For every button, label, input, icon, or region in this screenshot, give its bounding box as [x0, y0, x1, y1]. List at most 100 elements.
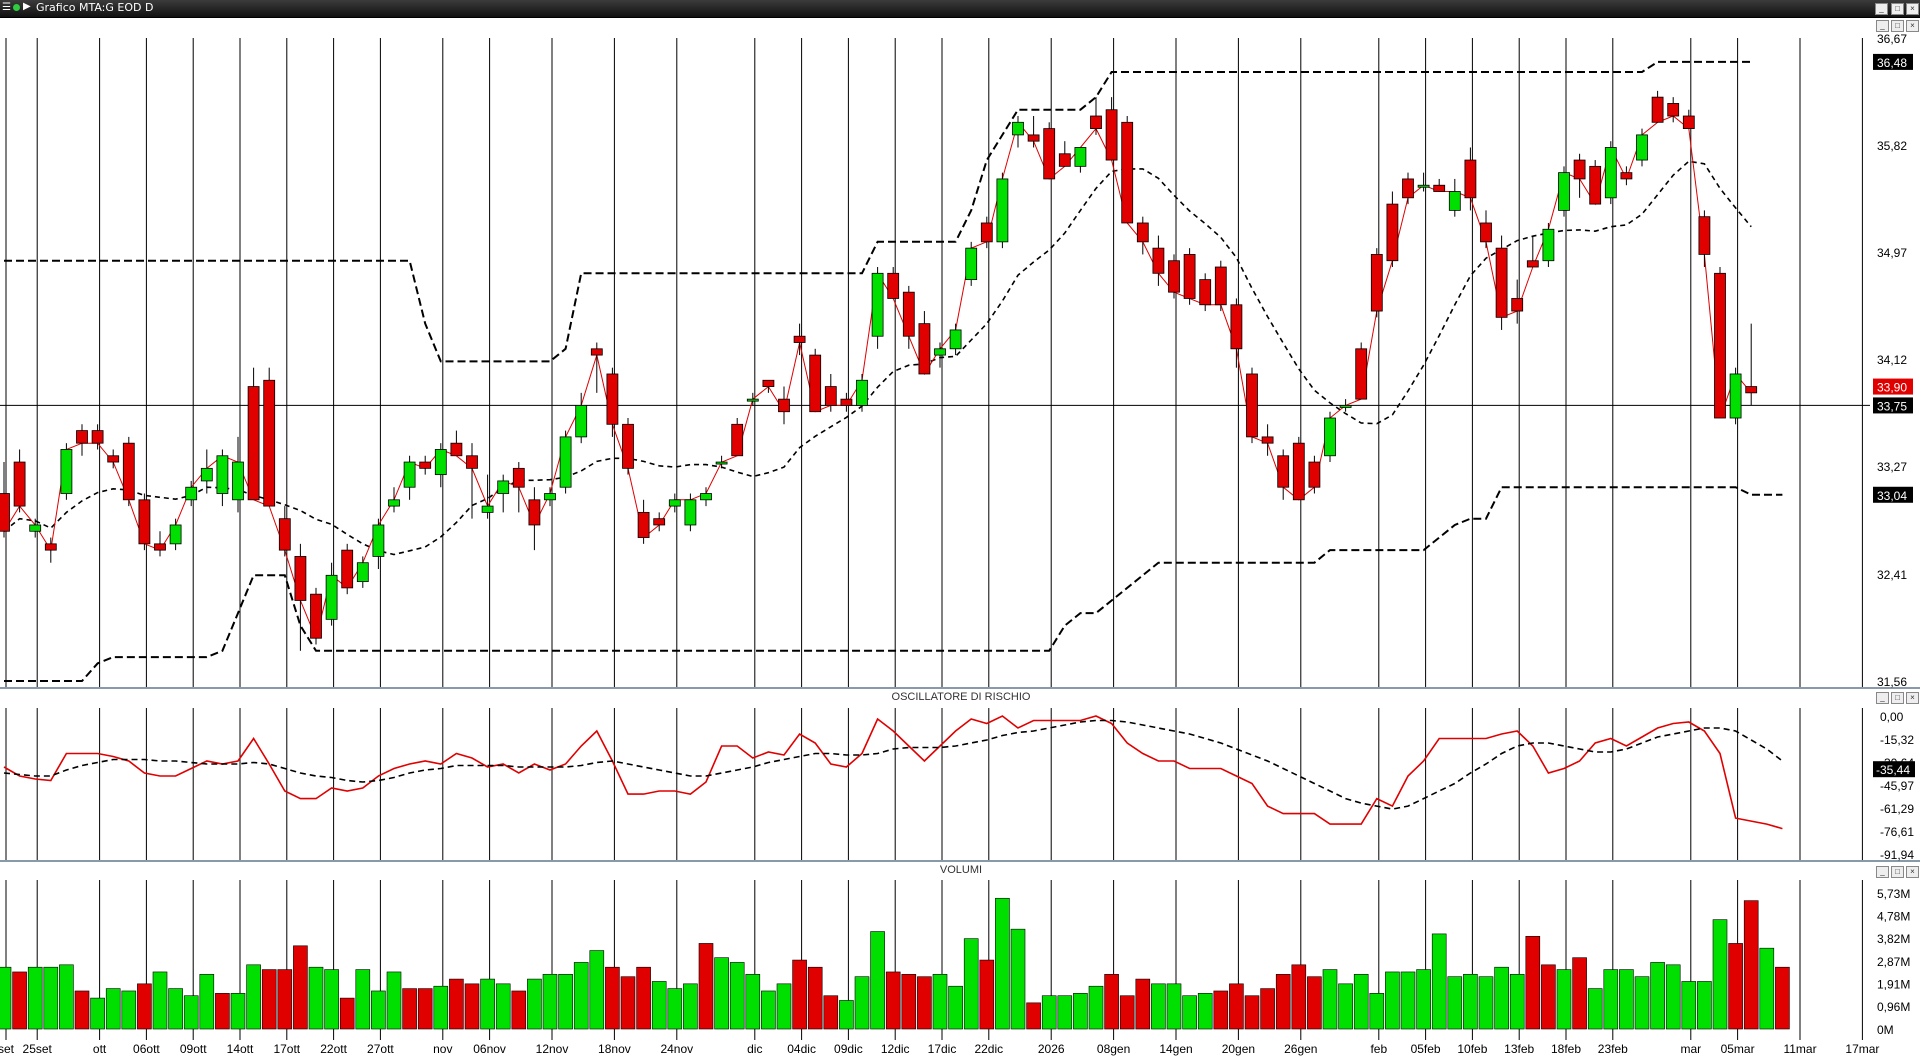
volume-bar — [558, 974, 573, 1030]
volume-tick-label: 0M — [1877, 1023, 1894, 1037]
x-tick-label: 23feb — [1598, 1042, 1628, 1056]
candle-body — [1308, 461, 1321, 488]
volume-bar — [932, 974, 948, 1030]
vol-minimize-button[interactable]: _ — [1876, 866, 1889, 878]
play-icon[interactable]: ▶ — [23, 1, 31, 12]
x-tick-label: 2026 — [1038, 1042, 1065, 1056]
volume-bar — [729, 962, 745, 1030]
candle-body — [450, 442, 463, 457]
volume-bar — [199, 974, 215, 1030]
volume-bar — [995, 897, 1010, 1030]
price-label: 33,90 — [1877, 381, 1907, 395]
candle-body — [1714, 272, 1726, 419]
volume-bar — [1041, 995, 1057, 1030]
osc-minimize-button[interactable]: _ — [1876, 692, 1889, 704]
minimize-button[interactable]: _ — [1875, 3, 1888, 15]
candle-body — [403, 461, 416, 488]
candle-body — [1012, 121, 1024, 136]
volume-bar — [480, 978, 495, 1030]
volume-tick-label: 5,73M — [1877, 887, 1910, 901]
candle-body — [325, 574, 338, 620]
volume-bar — [1634, 976, 1650, 1030]
candle-body — [1464, 159, 1477, 199]
price-label-box — [1873, 397, 1913, 414]
candle-body — [294, 556, 307, 601]
candle-body — [778, 398, 790, 413]
volume-tick-label: 1,91M — [1877, 978, 1910, 992]
volume-bar — [495, 983, 511, 1030]
price-label: 33,04 — [1877, 489, 1907, 503]
vol-maximize-button[interactable]: □ — [1891, 866, 1904, 878]
volume-bar — [1166, 983, 1182, 1030]
candle-body — [824, 386, 837, 406]
price-close-button[interactable]: × — [1906, 20, 1919, 32]
candle-body — [1058, 153, 1071, 167]
oscillator-line — [3, 715, 1783, 830]
volume-bar — [1369, 993, 1385, 1030]
osc-maximize-button[interactable]: □ — [1891, 692, 1904, 704]
volume-bar — [293, 945, 308, 1030]
maximize-button[interactable]: □ — [1891, 3, 1904, 15]
osc-tick-label: -76,61 — [1880, 825, 1914, 839]
candle-body — [247, 386, 260, 501]
volume-bar — [1057, 995, 1073, 1030]
volume-bar — [745, 974, 761, 1030]
candle-body — [1292, 442, 1305, 501]
candle-body — [91, 430, 104, 444]
candle-body — [1573, 159, 1586, 180]
candle-body — [1682, 115, 1695, 129]
candle-body — [1604, 147, 1617, 199]
volume-bar — [1026, 1002, 1041, 1030]
volume-bar — [683, 983, 698, 1030]
candle-body — [606, 373, 619, 425]
volume-title: VOLUMI — [939, 864, 983, 876]
menu-icon[interactable]: ☰ — [2, 2, 11, 13]
osc-tick-label: -15,32 — [1880, 733, 1914, 747]
candle-body — [372, 524, 385, 557]
volume-bar — [589, 950, 605, 1030]
candle-body — [1027, 134, 1040, 142]
x-tick-label: 22dic — [974, 1042, 1003, 1056]
volume-bar — [0, 966, 12, 1030]
window-title: Grafico MTA:G EOD D — [36, 1, 154, 14]
volume-bar — [74, 990, 90, 1030]
candle-body — [232, 461, 244, 501]
candle-body — [434, 449, 447, 476]
volume-bar — [620, 976, 636, 1030]
candle-body — [76, 430, 88, 444]
close-button[interactable]: × — [1906, 3, 1919, 15]
x-tick-label: 14ott — [227, 1042, 254, 1056]
candle-body — [871, 272, 884, 337]
price-label-box — [1873, 53, 1913, 70]
volume-tick-label: 0,96M — [1877, 1000, 1910, 1014]
volume-bar — [43, 966, 59, 1030]
volume-bar — [168, 988, 183, 1030]
x-tick-label: 05mar — [1721, 1042, 1755, 1056]
volume-bar — [152, 971, 168, 1030]
osc-tick-label: -45,97 — [1880, 779, 1914, 793]
x-tick-label: 09ott — [180, 1042, 207, 1056]
candle-body — [138, 499, 151, 545]
volume-bar — [449, 978, 464, 1030]
candle-body — [512, 467, 525, 488]
vol-close-button[interactable]: × — [1906, 866, 1919, 878]
price-maximize-button[interactable]: □ — [1891, 20, 1904, 32]
price-label: 33,75 — [1877, 399, 1907, 413]
volume-bar — [59, 964, 74, 1030]
candle-body — [200, 467, 213, 482]
candle-body — [466, 455, 478, 469]
candle-body — [0, 493, 10, 532]
osc-close-button[interactable]: × — [1906, 692, 1919, 704]
volume-bar — [1400, 971, 1416, 1030]
volume-bar — [1416, 969, 1431, 1030]
osc-current-box — [1873, 761, 1915, 778]
volume-bar — [1463, 974, 1478, 1030]
volume-bar — [1587, 988, 1603, 1030]
volume-bar — [636, 966, 651, 1030]
candle-body — [1043, 128, 1056, 180]
x-tick-label: 22ott — [320, 1042, 347, 1056]
candle-body — [715, 461, 728, 465]
volume-bar — [1275, 974, 1291, 1030]
price-minimize-button[interactable]: _ — [1876, 20, 1889, 32]
